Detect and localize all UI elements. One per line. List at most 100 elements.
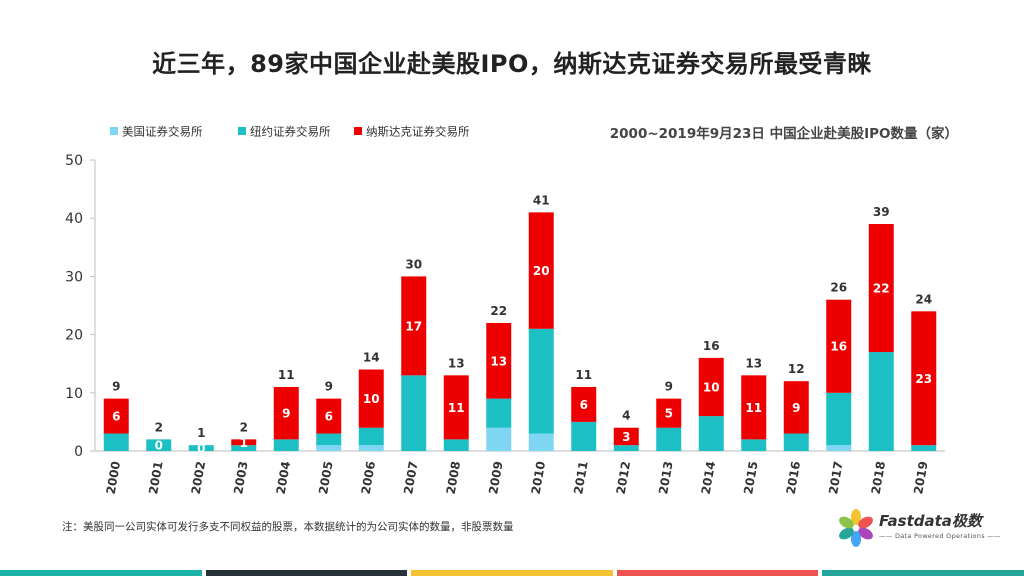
bar-segment: [911, 445, 937, 451]
segment-label: 23: [915, 372, 932, 386]
x-tick-label: 2016: [784, 460, 804, 495]
legend-swatch: [354, 127, 362, 135]
bar-segment: [358, 445, 384, 451]
segment-label: 0: [155, 439, 163, 453]
bar-segment: [358, 427, 384, 446]
x-tick-label: 2011: [571, 460, 591, 495]
total-label: 30: [405, 257, 422, 271]
segment-label: 6: [112, 410, 120, 424]
bar-segment: [698, 416, 724, 451]
bar-segment: [528, 328, 554, 434]
legend-label: 纳斯达克证券交易所: [366, 125, 470, 139]
segment-label: 9: [792, 401, 800, 415]
x-tick-label: 2005: [316, 460, 336, 495]
bar-segment: [613, 427, 639, 446]
segment-label: 20: [533, 264, 550, 278]
total-label: 2: [155, 420, 163, 434]
legend-label: 美国证券交易所: [122, 125, 203, 139]
bar-segment: [486, 322, 512, 399]
total-label: 13: [448, 356, 465, 370]
total-label: 2: [240, 420, 248, 434]
bar-segment: [571, 421, 597, 451]
bar-segment: [613, 445, 639, 451]
bottom-bar-segment: [411, 570, 613, 576]
bar-segment: [486, 427, 512, 451]
segment-label: 6: [580, 398, 588, 412]
total-label: 39: [873, 205, 890, 219]
total-label: 13: [745, 356, 762, 370]
bar-segment: [146, 439, 172, 451]
bar-chart: 0102030405069200002200101200212200391120…: [65, 125, 958, 496]
x-tick-label: 2000: [104, 460, 124, 495]
segment-label: 17: [405, 319, 422, 333]
total-label: 11: [278, 368, 295, 382]
segment-label: 13: [490, 354, 507, 368]
y-tick-label: 30: [65, 269, 83, 285]
x-tick-label: 2015: [741, 460, 761, 495]
total-label: 4: [622, 409, 630, 423]
x-tick-label: 2007: [401, 460, 421, 495]
bar-segment: [486, 398, 512, 428]
bar-segment: [826, 299, 852, 393]
bar-segment: [783, 433, 809, 451]
x-tick-label: 2001: [146, 460, 166, 495]
legend-swatch: [238, 127, 246, 135]
bar-segment: [273, 386, 299, 440]
bar-segment: [401, 276, 427, 376]
x-tick-label: 2009: [486, 460, 506, 495]
total-label: 12: [788, 362, 805, 376]
y-tick-label: 10: [65, 386, 83, 402]
bottom-color-bar: [0, 570, 1024, 576]
bar-segment: [741, 439, 767, 451]
bottom-bar-segment: [822, 570, 1024, 576]
fastdata-logo: Fastdata极数 —— Data Powered Operations ——: [836, 506, 1001, 550]
segment-label: 3: [622, 430, 630, 444]
segment-label: 10: [363, 392, 380, 406]
total-label: 1: [197, 426, 205, 440]
bar-segment: [401, 375, 427, 451]
page-title: 近三年，89家中国企业赴美股IPO，纳斯达克证券交易所最受青睐: [152, 50, 872, 78]
x-tick-label: 2014: [699, 460, 719, 495]
segment-label: 22: [873, 282, 890, 296]
segment-label: 0: [197, 442, 205, 456]
bar-segment: [826, 392, 852, 446]
x-tick-label: 2010: [529, 460, 549, 495]
x-tick-label: 2002: [189, 460, 209, 495]
x-tick-label: 2013: [656, 460, 676, 495]
bar-segment: [273, 439, 299, 451]
bar-segment: [316, 445, 342, 451]
x-tick-label: 2017: [826, 460, 846, 495]
x-tick-label: 2008: [444, 460, 464, 495]
flower-logo-icon: [839, 509, 873, 547]
chart-subtitle: 2000~2019年9月23日 中国企业赴美股IPO数量（家）: [610, 125, 958, 142]
footnote: 注：美股同一公司实体可发行多支不同权益的股票，本数据统计的为公司实体的数量，非股…: [62, 521, 514, 533]
bar-segment: [188, 445, 214, 451]
bar-segment: [698, 357, 724, 417]
x-tick-label: 2019: [911, 460, 931, 495]
bar-segment: [528, 433, 554, 451]
total-label: 16: [703, 339, 720, 353]
bar-segment: [443, 375, 469, 440]
bar-segment: [316, 433, 342, 446]
total-label: 11: [575, 368, 592, 382]
bar-segment: [316, 398, 342, 434]
y-tick-label: 40: [65, 211, 83, 227]
bottom-bar-segment: [616, 570, 819, 576]
bar-segment: [571, 386, 597, 422]
bar-segment: [103, 433, 129, 451]
bar-segment: [868, 352, 894, 451]
bar-segment: [231, 445, 257, 451]
segment-label: 11: [745, 401, 762, 415]
total-label: 26: [830, 281, 847, 295]
bar-segment: [783, 381, 809, 434]
segment-label: 11: [448, 401, 465, 415]
bar-segment: [741, 375, 767, 440]
x-tick-label: 2012: [614, 460, 634, 495]
bar-segment: [231, 439, 257, 446]
segment-label: 1: [240, 436, 248, 450]
segment-label: 9: [282, 407, 290, 421]
segment-label: 10: [703, 380, 720, 394]
bar-segment: [656, 398, 682, 428]
total-label: 9: [325, 380, 333, 394]
total-label: 9: [112, 380, 120, 394]
